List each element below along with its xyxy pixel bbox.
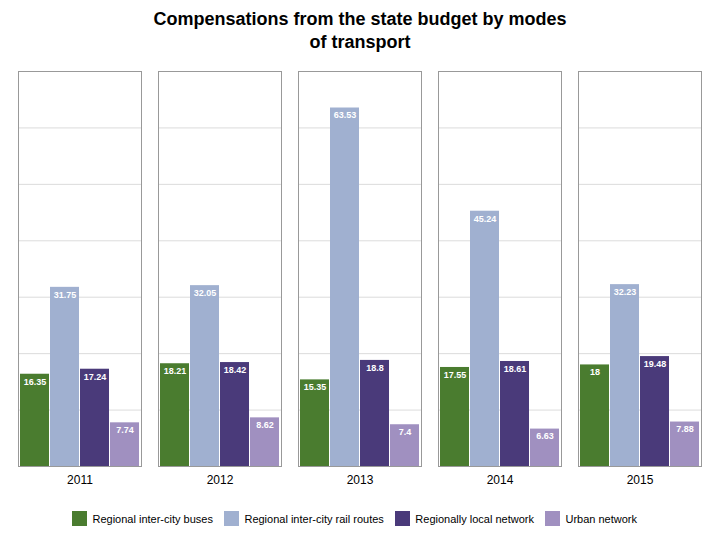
- svg-text:15.35: 15.35: [304, 382, 327, 392]
- svg-text:19.48: 19.48: [644, 359, 667, 369]
- svg-text:7.88: 7.88: [676, 424, 694, 434]
- svg-text:16.35: 16.35: [24, 377, 47, 387]
- svg-text:7.74: 7.74: [116, 425, 134, 435]
- svg-text:32.23: 32.23: [614, 287, 637, 297]
- svg-text:2014: 2014: [487, 473, 514, 487]
- svg-text:7.4: 7.4: [399, 427, 412, 437]
- svg-text:18.8: 18.8: [366, 363, 384, 373]
- svg-text:32.05: 32.05: [194, 288, 217, 298]
- svg-text:17.55: 17.55: [444, 370, 467, 380]
- svg-text:18.21: 18.21: [164, 366, 187, 376]
- html-text:Regionally local network: Regionally local network: [415, 512, 534, 525]
- svg-text:63.53: 63.53: [334, 110, 357, 120]
- svg-text:6.63: 6.63: [536, 431, 554, 441]
- svg-text:17.24: 17.24: [84, 372, 107, 382]
- html-text:Regional inter-city buses: Regional inter-city buses: [92, 512, 213, 525]
- html-text:Compensations from the state b: Compensations from the state budget by m…: [153, 9, 567, 52]
- svg-text:2012: 2012: [207, 473, 234, 487]
- svg-text:8.62: 8.62: [256, 420, 274, 430]
- svg-text:45.24: 45.24: [474, 214, 497, 224]
- svg-text:18: 18: [590, 367, 600, 377]
- svg-text:2011: 2011: [67, 473, 93, 487]
- html-text:Regional inter-city rail route: Regional inter-city rail routes: [244, 512, 384, 525]
- svg-text:18.42: 18.42: [224, 365, 247, 375]
- svg-text:2015: 2015: [627, 473, 654, 487]
- svg-text:18.61: 18.61: [504, 364, 527, 374]
- svg-text:2013: 2013: [347, 473, 374, 487]
- svg-text:31.75: 31.75: [54, 290, 77, 300]
- html-text:Urban network: Urban network: [565, 512, 637, 525]
